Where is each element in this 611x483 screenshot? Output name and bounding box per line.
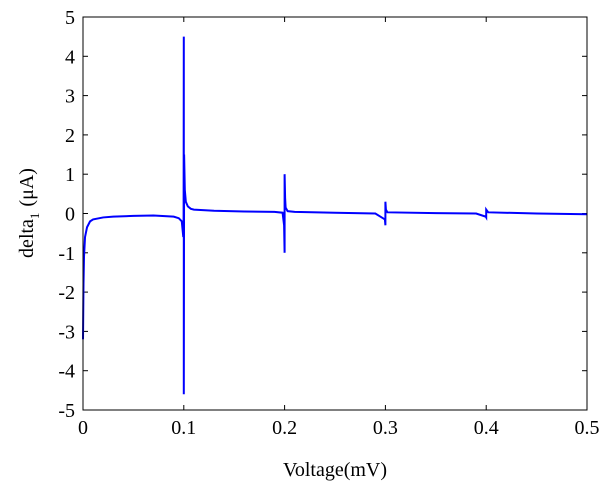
y-label-unit: (μA)	[16, 168, 38, 207]
y-tick-label: 0	[65, 204, 75, 226]
x-tick-label: 0	[78, 417, 88, 439]
y-label-subscript: 1	[27, 213, 42, 220]
y-tick-label: -1	[58, 243, 75, 265]
y-tick-label: 5	[65, 7, 75, 29]
x-tick-label: 0.4	[474, 417, 499, 439]
y-tick-label: 1	[65, 164, 75, 186]
data-line	[82, 36, 588, 395]
y-tick-label: 4	[65, 46, 75, 68]
y-tick-label: 2	[65, 125, 75, 147]
x-tick-label: 0.5	[575, 417, 600, 439]
y-label-main: delta	[16, 219, 38, 258]
y-tick-label: -4	[58, 361, 75, 383]
x-axis-label: Voltage(mV)	[283, 459, 387, 481]
y-tick-label: -2	[58, 282, 75, 304]
x-tick-label: 0.2	[272, 417, 297, 439]
y-tick-label: -5	[58, 400, 75, 422]
x-tick-label: 0.3	[373, 417, 398, 439]
y-tick-label: -3	[58, 321, 75, 343]
axes-box	[82, 16, 588, 411]
y-tick-label: 3	[65, 86, 75, 108]
x-tick-label: 0.1	[171, 417, 196, 439]
y-axis-label: delta1 (μA)	[16, 168, 42, 258]
